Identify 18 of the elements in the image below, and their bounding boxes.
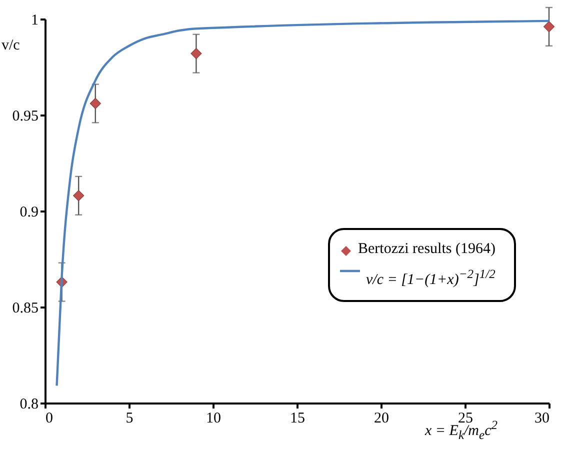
x-tick-label: 30 bbox=[534, 410, 550, 426]
x-tick-label: 5 bbox=[126, 410, 134, 426]
x-tick-label: 10 bbox=[206, 410, 221, 426]
x-tick-label: 20 bbox=[374, 410, 389, 426]
x-tick-label: 0 bbox=[46, 410, 53, 426]
x-tick-label: 15 bbox=[290, 410, 305, 426]
legend-label: v/c = [1−(1+x)$^{−2}$]$^{1/2}$ bbox=[366, 267, 496, 289]
point bbox=[90, 98, 101, 110]
y-tick-label: 0.85 bbox=[12, 300, 38, 316]
point bbox=[543, 21, 555, 32]
y-tick-label: 0.8 bbox=[20, 396, 38, 412]
y-tick-label: 0.95 bbox=[12, 108, 38, 124]
y-tick-label: 1 bbox=[31, 12, 38, 28]
y-tick-label: 0.9 bbox=[20, 204, 38, 220]
point bbox=[190, 48, 202, 60]
point bbox=[73, 190, 84, 202]
y-axis-title: v/c bbox=[2, 38, 20, 54]
legend-label: Bertozzi results (1964) bbox=[358, 241, 496, 258]
